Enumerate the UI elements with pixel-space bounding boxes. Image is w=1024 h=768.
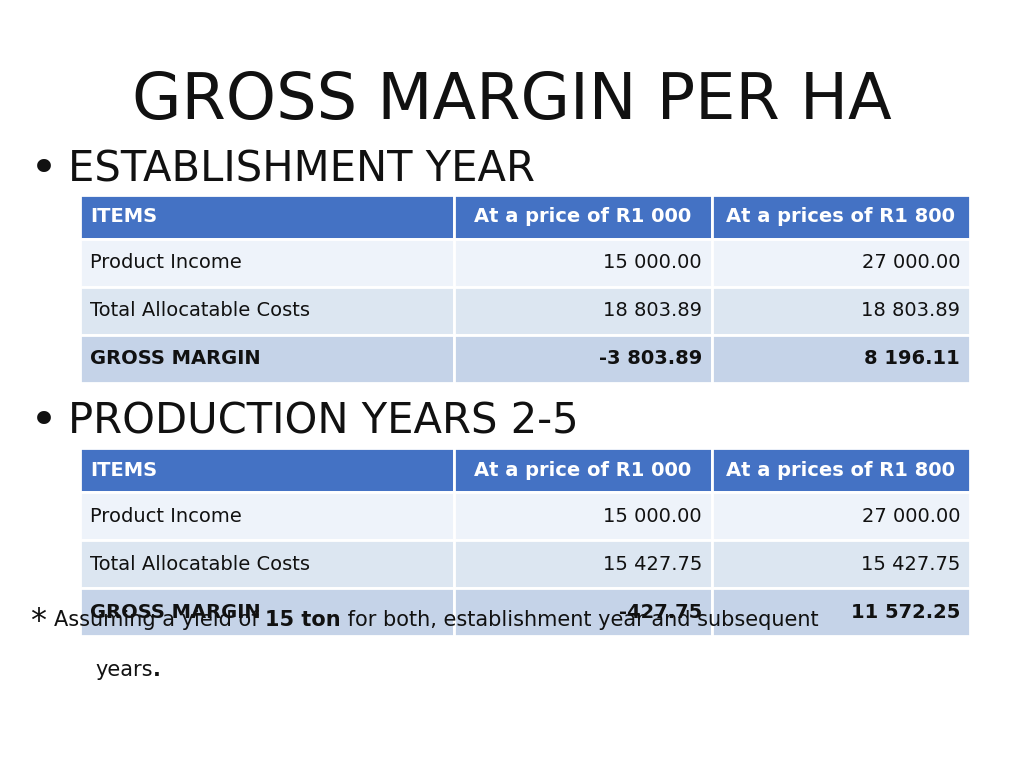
Bar xyxy=(454,195,712,239)
Bar xyxy=(80,540,454,588)
Bar xyxy=(80,588,454,636)
Bar xyxy=(712,195,970,239)
Text: 27 000.00: 27 000.00 xyxy=(861,507,961,525)
Text: *: * xyxy=(30,606,46,637)
Bar xyxy=(80,492,454,540)
Text: At a prices of R1 800: At a prices of R1 800 xyxy=(726,461,955,479)
Bar xyxy=(712,335,970,383)
Bar xyxy=(712,540,970,588)
Text: 27 000.00: 27 000.00 xyxy=(861,253,961,273)
Text: At a price of R1 000: At a price of R1 000 xyxy=(474,461,691,479)
Text: ITEMS: ITEMS xyxy=(90,207,157,227)
Text: 15 000.00: 15 000.00 xyxy=(603,507,701,525)
Text: Assuming a yield of: Assuming a yield of xyxy=(54,610,265,630)
Bar xyxy=(454,588,712,636)
Text: 15 427.75: 15 427.75 xyxy=(602,554,701,574)
Text: ITEMS: ITEMS xyxy=(90,461,157,479)
Text: .: . xyxy=(153,660,161,680)
Text: 18 803.89: 18 803.89 xyxy=(861,302,961,320)
Text: 15 000.00: 15 000.00 xyxy=(603,253,701,273)
Bar xyxy=(712,287,970,335)
Text: 18 803.89: 18 803.89 xyxy=(603,302,701,320)
Bar xyxy=(454,239,712,287)
Bar xyxy=(454,448,712,492)
Text: 11 572.25: 11 572.25 xyxy=(851,603,961,621)
Text: ESTABLISHMENT YEAR: ESTABLISHMENT YEAR xyxy=(68,148,535,190)
Text: At a price of R1 000: At a price of R1 000 xyxy=(474,207,691,227)
Text: -3 803.89: -3 803.89 xyxy=(599,349,701,369)
Text: GROSS MARGIN: GROSS MARGIN xyxy=(90,603,261,621)
Bar xyxy=(80,195,454,239)
Bar xyxy=(80,448,454,492)
Bar xyxy=(454,492,712,540)
Text: years: years xyxy=(95,660,153,680)
Text: -427.75: -427.75 xyxy=(618,603,701,621)
Text: Product Income: Product Income xyxy=(90,507,242,525)
Text: GROSS MARGIN: GROSS MARGIN xyxy=(90,349,261,369)
Bar xyxy=(712,588,970,636)
Bar xyxy=(712,492,970,540)
Text: 15 ton: 15 ton xyxy=(265,610,341,630)
Bar xyxy=(454,335,712,383)
Bar xyxy=(712,448,970,492)
Text: At a prices of R1 800: At a prices of R1 800 xyxy=(726,207,955,227)
Text: Total Allocatable Costs: Total Allocatable Costs xyxy=(90,302,310,320)
Text: •: • xyxy=(30,400,58,445)
Bar xyxy=(80,239,454,287)
Text: GROSS MARGIN PER HA: GROSS MARGIN PER HA xyxy=(132,70,892,132)
Bar xyxy=(712,239,970,287)
Bar xyxy=(454,540,712,588)
Text: Product Income: Product Income xyxy=(90,253,242,273)
Text: PRODUCTION YEARS 2-5: PRODUCTION YEARS 2-5 xyxy=(68,400,579,442)
Text: Total Allocatable Costs: Total Allocatable Costs xyxy=(90,554,310,574)
Bar xyxy=(80,335,454,383)
Bar xyxy=(80,287,454,335)
Bar xyxy=(454,287,712,335)
Text: 15 427.75: 15 427.75 xyxy=(860,554,961,574)
Text: •: • xyxy=(30,148,58,193)
Text: for both, establishment year and subsequent: for both, establishment year and subsequ… xyxy=(341,610,818,630)
Text: 8 196.11: 8 196.11 xyxy=(864,349,961,369)
